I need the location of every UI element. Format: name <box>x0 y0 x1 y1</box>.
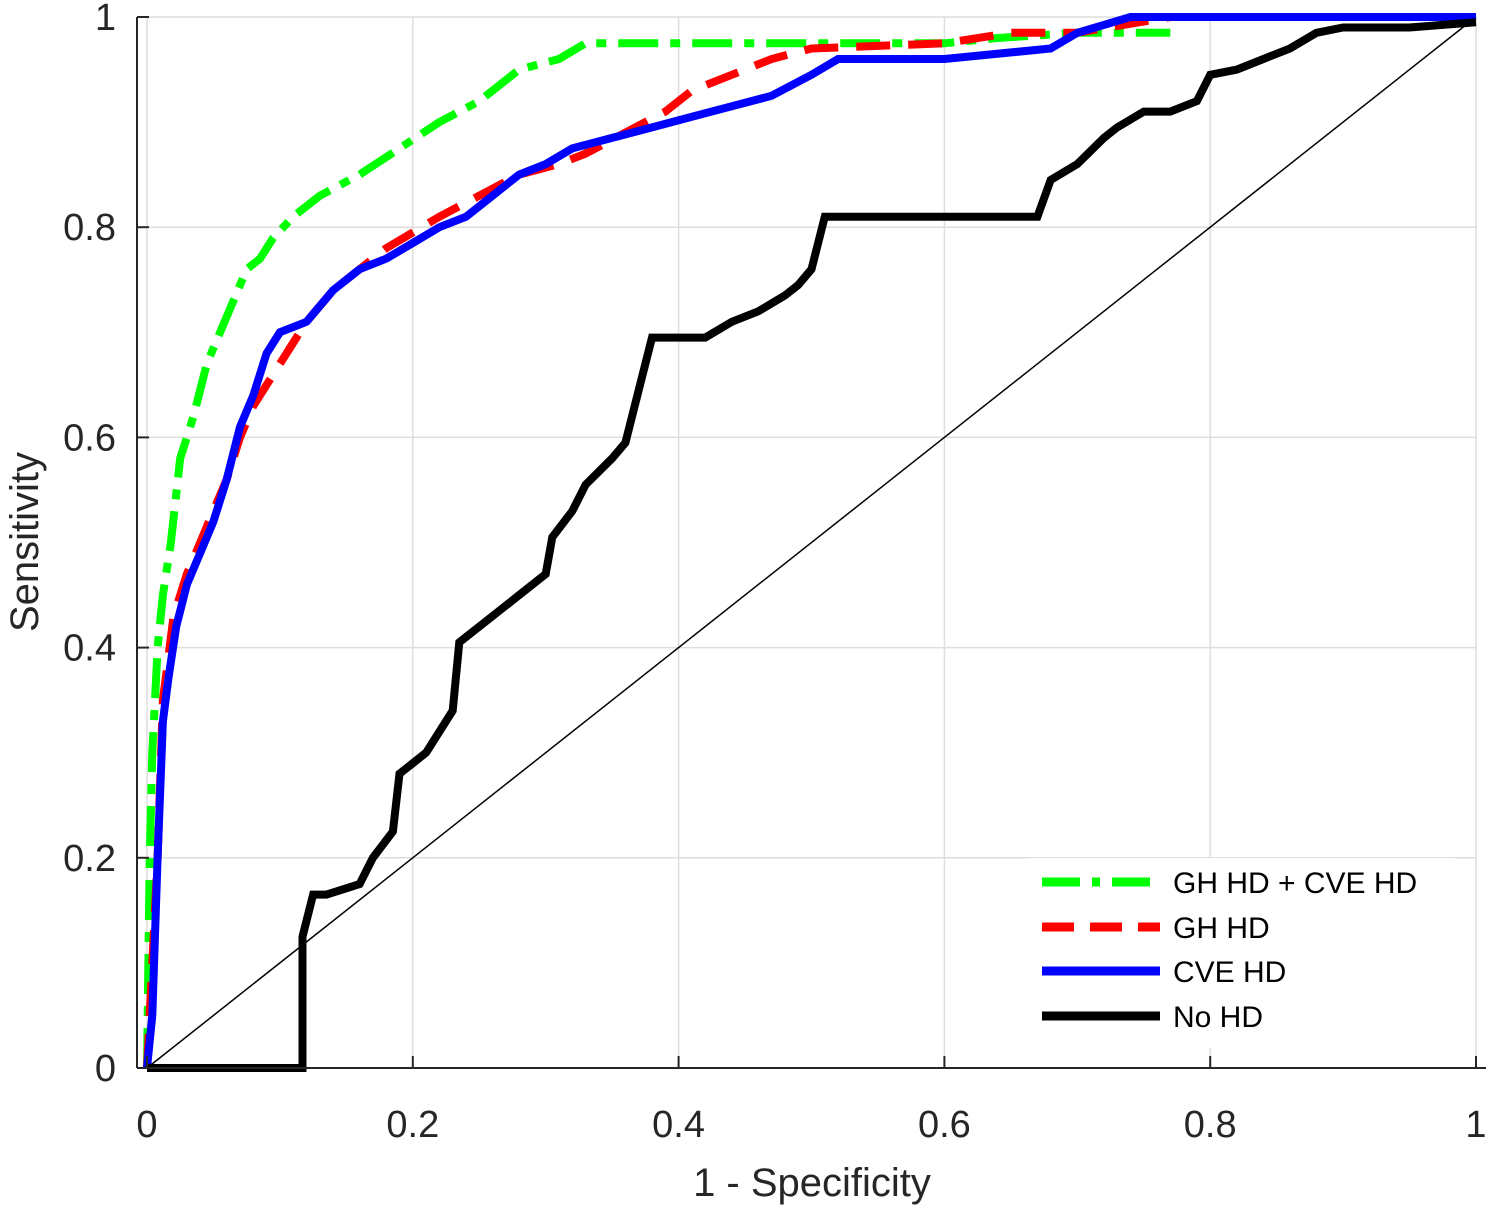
x-tick-label: 0.8 <box>1184 1104 1237 1146</box>
x-tick-label: 1 <box>1465 1104 1486 1146</box>
y-tick-label: 1 <box>95 0 116 39</box>
legend-label-gh-cve-hd: GH HD + CVE HD <box>1173 867 1417 900</box>
y-tick-label: 0 <box>95 1048 116 1090</box>
x-tick-label: 0 <box>136 1104 157 1146</box>
y-tick-label: 0.8 <box>63 207 116 249</box>
tick-labels: 0 0.2 0.4 0.6 0.8 1 0 0.2 0.4 0.6 0.8 1 <box>63 0 1486 1146</box>
series-no-hd <box>147 18 1477 1072</box>
reference-line-layer <box>146 16 1477 1069</box>
legend: GH HD + CVE HD GH HD CVE HD No HD <box>1030 858 1455 1048</box>
y-tick-label: 0.6 <box>63 417 116 459</box>
roc-curve-gh-hd-cve-hd <box>143 28 1171 1069</box>
x-tick-label: 0.4 <box>652 1104 705 1146</box>
series-cve-hd <box>143 13 1476 1069</box>
x-tick-label: 0.2 <box>386 1104 439 1146</box>
x-axis-label: 1 - Specificity <box>693 1161 931 1205</box>
legend-label-gh-hd: GH HD <box>1173 912 1270 945</box>
y-tick-label: 0.4 <box>63 628 116 670</box>
series-layer <box>143 13 1477 1072</box>
axes <box>136 16 1486 1069</box>
y-axis-label: Sensitivity <box>3 452 47 632</box>
legend-label-cve-hd: CVE HD <box>1173 956 1286 989</box>
x-tick-label: 0.6 <box>918 1104 971 1146</box>
roc-curve-no-hd <box>147 18 1477 1072</box>
roc-curve-cve-hd <box>143 13 1476 1069</box>
series-gh-hd-cve-hd <box>143 28 1171 1069</box>
legend-label-no-hd: No HD <box>1173 1001 1263 1034</box>
y-tick-label: 0.2 <box>63 838 116 880</box>
reference-diagonal-line <box>146 16 1477 1069</box>
